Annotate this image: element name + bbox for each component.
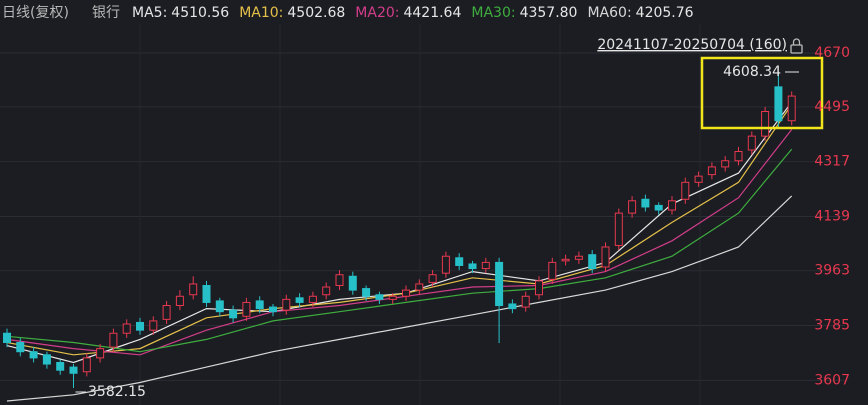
candle-body bbox=[455, 257, 464, 266]
candle-body bbox=[162, 305, 171, 320]
highlight-box bbox=[700, 56, 824, 130]
candle-body bbox=[747, 135, 756, 151]
candles bbox=[3, 71, 796, 389]
legend-name: MA60: bbox=[587, 5, 631, 21]
legend-value: 4502.68 bbox=[287, 5, 345, 21]
legend-name: MA30: bbox=[471, 5, 515, 21]
candle-body bbox=[668, 200, 676, 211]
candle-body bbox=[694, 175, 703, 183]
candle-body bbox=[495, 261, 504, 307]
legend-value: 4357.80 bbox=[520, 5, 578, 21]
candle-body bbox=[402, 289, 410, 297]
candle-body bbox=[255, 300, 264, 310]
candle-body bbox=[428, 274, 437, 283]
ma-line bbox=[6, 195, 793, 402]
legend-value: 4510.56 bbox=[171, 5, 229, 21]
candle-body bbox=[56, 362, 65, 371]
candle-body bbox=[29, 351, 38, 359]
candle-body bbox=[282, 298, 291, 311]
candle-body bbox=[774, 86, 783, 122]
candle-body bbox=[96, 348, 105, 359]
candle-body bbox=[295, 297, 304, 303]
range-label[interactable]: 20241107-20250704 (160) bbox=[597, 37, 787, 53]
candle-body bbox=[149, 320, 158, 331]
candle-body bbox=[641, 198, 650, 208]
candle-body bbox=[189, 283, 198, 296]
y-tick-label: 4139 bbox=[814, 209, 850, 225]
candle-body bbox=[82, 357, 91, 373]
y-tick-label: 3607 bbox=[814, 372, 850, 388]
candle-body bbox=[481, 261, 490, 270]
candle-body bbox=[269, 306, 277, 313]
candle-body bbox=[335, 274, 344, 287]
candle-body bbox=[574, 255, 583, 260]
header: 日线(复权) 银行 MA5: 4510.56 MA10: 4502.68 MA20: 44… bbox=[2, 4, 694, 21]
max-label: 4608.34 bbox=[723, 64, 781, 80]
candle-body bbox=[322, 286, 331, 296]
candle-body bbox=[109, 332, 118, 348]
candle-body bbox=[588, 254, 597, 270]
candle-body bbox=[3, 332, 11, 343]
legend-name: MA10: bbox=[239, 5, 283, 21]
candle-body bbox=[787, 95, 796, 122]
candle-body bbox=[614, 212, 623, 246]
candle-body bbox=[548, 261, 557, 280]
ma-line bbox=[6, 148, 793, 353]
candle-body bbox=[348, 275, 357, 291]
legend-value: 4421.64 bbox=[403, 5, 461, 21]
chart-title: 日线(复权) bbox=[2, 4, 69, 21]
candle-body bbox=[69, 366, 78, 374]
candle-body bbox=[388, 295, 397, 300]
candle-body bbox=[561, 258, 570, 262]
candle-body bbox=[721, 160, 730, 168]
legend-value: 4205.76 bbox=[636, 5, 694, 21]
candle-body bbox=[441, 255, 450, 274]
candle-body bbox=[122, 323, 131, 334]
y-tick-label: 4495 bbox=[814, 99, 850, 115]
y-tick-label: 3963 bbox=[814, 263, 850, 279]
candle-body bbox=[202, 285, 211, 303]
candle-body bbox=[535, 280, 543, 296]
candle-body bbox=[42, 354, 51, 365]
y-tick-label: 4317 bbox=[814, 154, 850, 170]
legend-name: MA5: bbox=[132, 5, 167, 21]
candle-body bbox=[734, 151, 743, 162]
legend-name: MA20: bbox=[355, 5, 399, 21]
candle-body bbox=[761, 110, 770, 137]
stock-name: 银行 bbox=[92, 5, 120, 21]
candle-body bbox=[415, 283, 424, 291]
candle-body bbox=[681, 181, 690, 200]
candle-body bbox=[175, 295, 184, 307]
candle-body bbox=[521, 295, 530, 308]
candle-body bbox=[707, 166, 716, 176]
candle-body bbox=[136, 321, 144, 331]
candle-body bbox=[229, 309, 238, 319]
candle-body bbox=[242, 301, 251, 317]
candle-body bbox=[628, 200, 637, 214]
candle-body bbox=[468, 263, 477, 270]
candle-body bbox=[601, 246, 610, 268]
candle-body bbox=[654, 204, 663, 211]
lock-icon[interactable] bbox=[790, 38, 803, 54]
annotations: 4608.34 3582.15 bbox=[75, 64, 799, 400]
min-label: 3582.15 bbox=[88, 384, 146, 400]
candle-body bbox=[16, 341, 25, 353]
candle-body bbox=[508, 303, 517, 310]
candle-body bbox=[362, 288, 371, 297]
y-tick-label: 4670 bbox=[814, 45, 850, 61]
candle-body bbox=[215, 300, 224, 313]
candle-body bbox=[308, 295, 317, 303]
y-tick-label: 3785 bbox=[814, 318, 850, 334]
candle-body bbox=[375, 294, 384, 300]
